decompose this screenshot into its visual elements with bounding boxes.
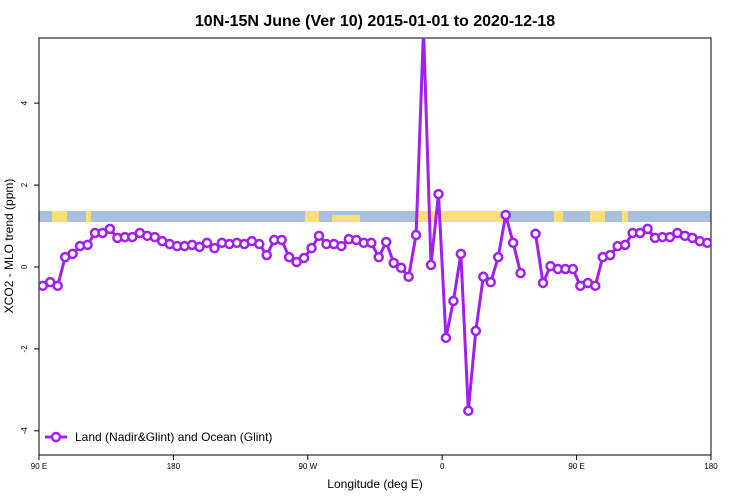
point: [590, 280, 601, 292]
y-axis-label: XCO2 - MLO trend (ppm): [2, 179, 16, 314]
point: [478, 271, 489, 283]
point: [530, 228, 541, 240]
y-tick-label: -2: [20, 345, 29, 353]
point: [440, 332, 452, 344]
point: [97, 227, 108, 239]
point: [537, 277, 549, 289]
plot-area: [39, 38, 711, 417]
point: [82, 239, 93, 251]
point: [664, 231, 676, 243]
point: [395, 262, 407, 274]
point: [403, 271, 414, 283]
point: [507, 237, 519, 249]
point: [298, 252, 310, 264]
y-tick-label: 0: [20, 264, 29, 269]
chart-title: 10N-15N June (Ver 10) 2015-01-01 to 2020…: [195, 13, 555, 30]
point: [261, 249, 272, 261]
point: [634, 227, 646, 239]
point: [619, 239, 631, 251]
point: [67, 248, 78, 260]
point: [254, 238, 265, 250]
point: [52, 280, 63, 292]
point: [194, 241, 205, 253]
point: [127, 231, 138, 243]
point: [515, 267, 526, 279]
x-tick-label: 90 E: [31, 462, 47, 471]
point: [642, 223, 653, 235]
x-axis-label: Longitude (deg E): [327, 477, 422, 491]
legend-label: Land (Nadir&Glint) and Ocean (Glint): [75, 430, 272, 444]
point: [388, 257, 399, 269]
point: [201, 237, 213, 249]
point: [291, 256, 302, 268]
point: [306, 242, 317, 254]
point: [366, 237, 377, 249]
point: [283, 251, 295, 263]
point: [470, 325, 482, 337]
point: [276, 234, 287, 246]
point: [433, 188, 444, 200]
point: [702, 237, 711, 249]
y-tick-label: 4: [20, 100, 29, 105]
legend-marker: [50, 431, 62, 443]
y-tick-label: 2: [20, 182, 29, 187]
point: [448, 295, 459, 307]
point: [567, 263, 579, 275]
x-tick-label: 180: [704, 462, 718, 471]
point: [149, 231, 160, 243]
point: [455, 248, 467, 260]
point: [604, 249, 616, 261]
point: [209, 242, 220, 254]
x-tick-label: 0: [440, 462, 445, 471]
point: [492, 251, 504, 263]
point: [410, 229, 422, 241]
point: [463, 405, 474, 417]
point: [373, 251, 384, 263]
x-tick-label: 180: [167, 462, 181, 471]
x-tick-label: 90 W: [298, 462, 317, 471]
x-tick-label: 90 E: [568, 462, 584, 471]
y-tick-label: -4: [20, 427, 29, 435]
point: [313, 230, 325, 242]
point: [104, 223, 116, 235]
point: [425, 259, 437, 271]
land-mask-band: [39, 211, 711, 222]
point: [485, 276, 496, 288]
point: [500, 209, 511, 221]
point: [336, 240, 347, 252]
point: [380, 236, 392, 248]
